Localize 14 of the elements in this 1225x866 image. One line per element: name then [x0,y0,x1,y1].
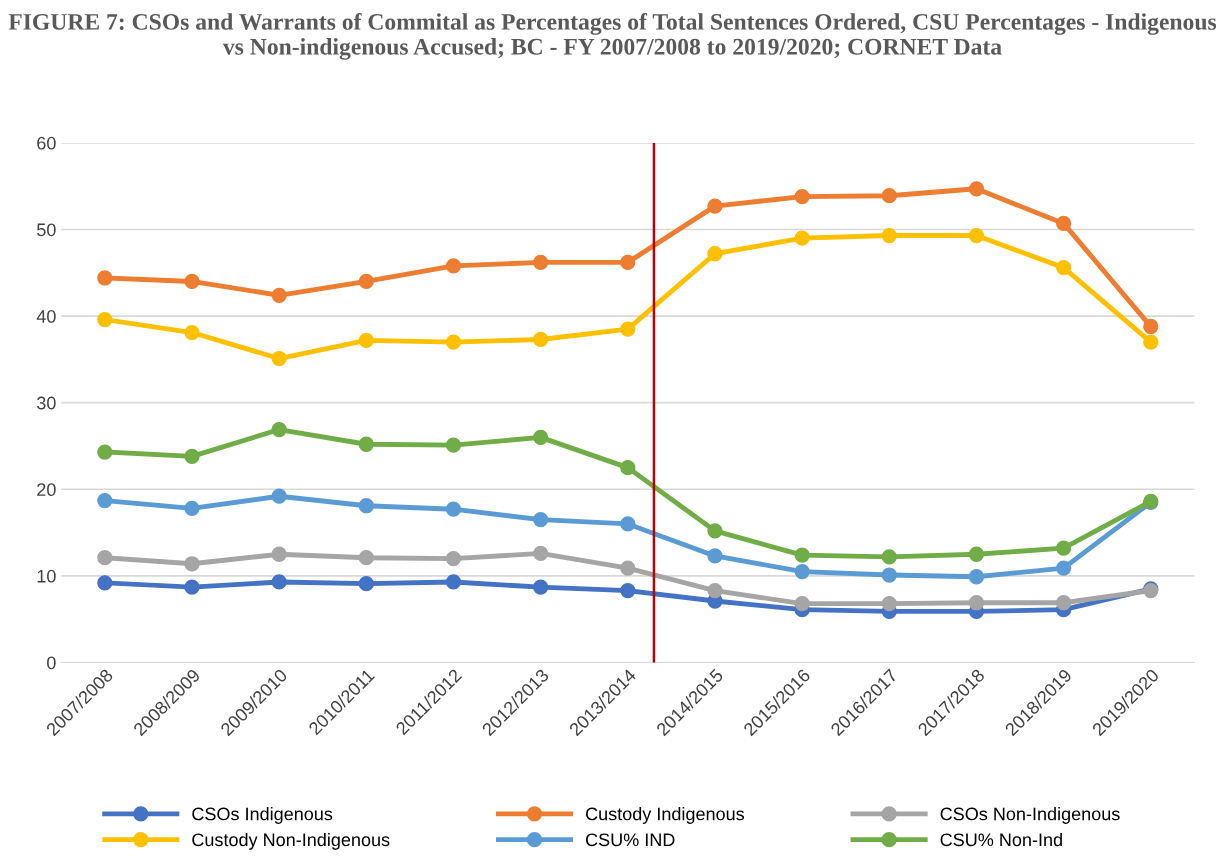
y-tick-label: 50 [37,223,56,237]
legend-label: Custody Non-Indigenous [192,832,390,850]
legend-label: CSU% Non-Ind [940,832,1062,847]
chart-title: FIGURE 7: CSOs and Warrants of Commital as Percentages of Total Sentences Ordered, CSU Percentages - Indigenous vs Non-indigenous Accused; BC - FY 2007/2008 to 2019/2020; CORNET Data [8,12,1217,60]
y-tick-label: 0 [47,656,56,670]
y-tick-label: 30 [37,396,56,410]
y-tick-label: 20 [37,483,56,497]
legend-label: Custody Indigenous [585,807,745,824]
y-tick-label: 40 [36,310,56,323]
legend-label: CSU% IND [585,833,675,847]
y-tick-label: 60 [37,136,56,150]
legend-label: CSOs Non-Indigenous [940,807,1120,824]
y-tick-label: 10 [37,569,56,583]
legend-label: CSOs Indigenous [192,807,333,824]
